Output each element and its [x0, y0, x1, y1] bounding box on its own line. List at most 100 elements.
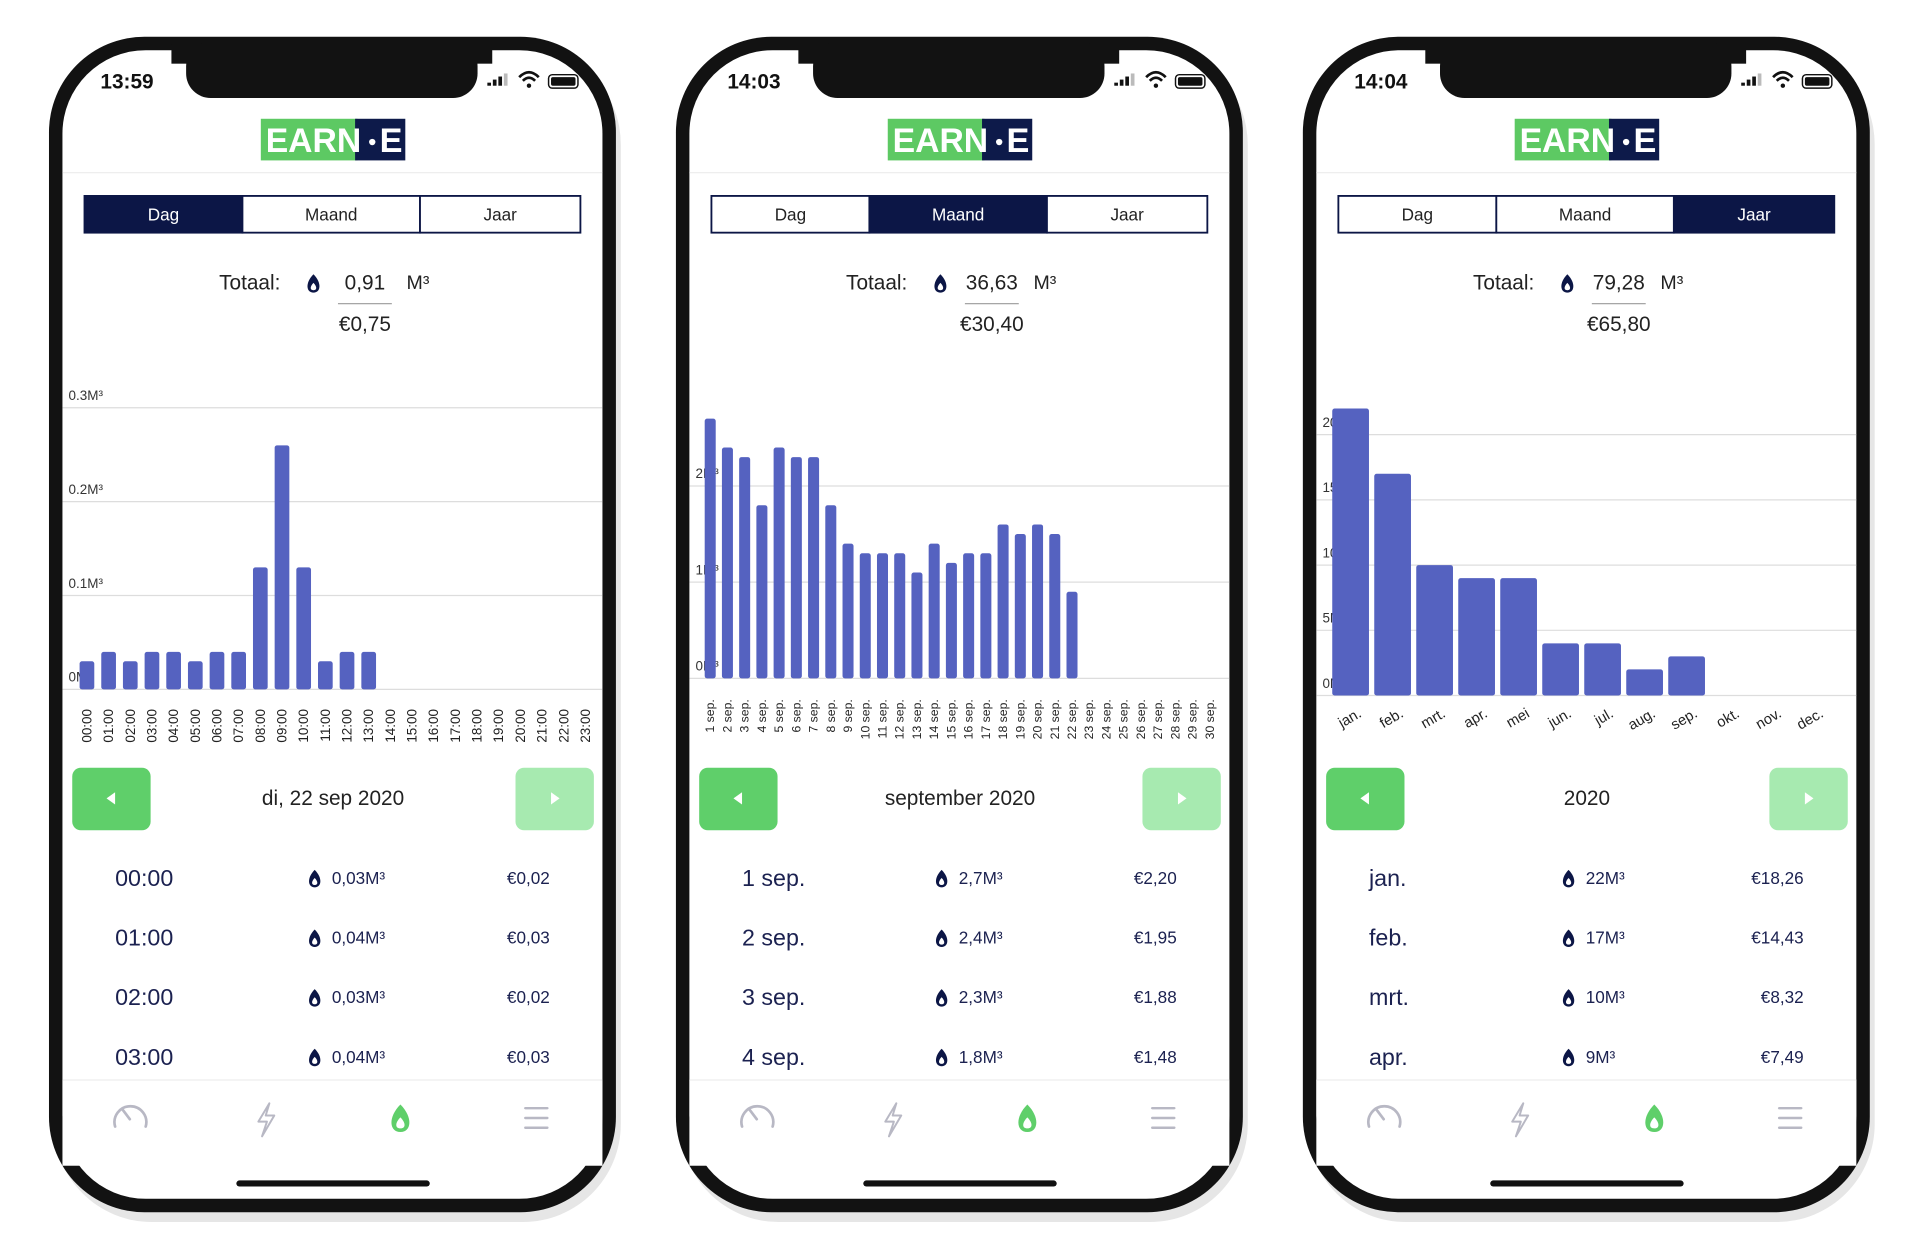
x-tick-label: 05:00 — [188, 709, 203, 743]
bar — [1500, 578, 1537, 696]
tab-label[interactable]: Jaar — [484, 204, 518, 224]
row-cost: €2,20 — [1134, 868, 1177, 888]
tab-label[interactable]: Maand — [932, 204, 984, 224]
tab[interactable] — [419, 195, 582, 234]
row-volume: 0,04M³ — [332, 1047, 386, 1067]
bar — [1014, 534, 1026, 679]
row-volume: 17M³ — [1586, 928, 1625, 948]
x-tick-label: 09:00 — [275, 709, 290, 743]
total-label: Totaal: — [219, 271, 280, 294]
row-drop-icon-inner — [1565, 1056, 1572, 1064]
electricity-icon[interactable] — [884, 1102, 903, 1138]
gauge-icon[interactable] — [740, 1104, 775, 1128]
bar — [997, 524, 1009, 679]
tab-label[interactable]: Jaar — [1110, 204, 1144, 224]
bar — [1584, 643, 1621, 696]
gauge-icon[interactable] — [1367, 1104, 1402, 1128]
x-tick-label: 21 sep. — [1048, 699, 1062, 739]
prev-arrow[interactable] — [1360, 792, 1369, 805]
row-volume: 2,4M³ — [959, 928, 1003, 948]
row-volume: 2,3M³ — [959, 987, 1003, 1007]
total-value: 0,91 — [345, 271, 385, 294]
total-label: Totaal: — [1473, 271, 1534, 294]
bar — [945, 562, 957, 679]
signal-bar — [1130, 73, 1135, 86]
bar — [144, 651, 160, 690]
total-cost: €65,80 — [1587, 313, 1651, 336]
x-tick-label: 06:00 — [209, 709, 224, 743]
row-volume: 0,03M³ — [332, 868, 386, 888]
electricity-icon[interactable] — [1511, 1102, 1530, 1138]
y-tick-label: 0.1M³ — [69, 576, 104, 591]
phone: 14:04 EARN E Dag Maand Jaar Totaal: 79,28 M³ €65,… — [1302, 36, 1875, 1223]
tab[interactable] — [1495, 195, 1675, 234]
signal-bar — [498, 76, 503, 86]
x-tick-label: 27 sep. — [1151, 699, 1165, 739]
tab[interactable] — [1046, 195, 1209, 234]
bar — [231, 651, 246, 690]
logo-green — [260, 118, 358, 161]
x-tick-label: 17:00 — [448, 709, 463, 743]
row-label: feb. — [1369, 925, 1408, 951]
row-label: 4 sep. — [742, 1044, 805, 1070]
electricity-icon[interactable] — [257, 1102, 276, 1138]
x-tick-label: 8 sep. — [824, 699, 838, 732]
x-tick-label: 19 sep. — [1013, 699, 1027, 739]
x-tick-label: 26 sep. — [1134, 699, 1148, 739]
wifi-dot — [1153, 83, 1159, 88]
gauge-icon[interactable] — [113, 1104, 148, 1128]
home-indicator — [1490, 1180, 1684, 1187]
prev-arrow[interactable] — [106, 792, 116, 805]
logo-text: EARN — [266, 122, 362, 160]
prev-arrow[interactable] — [733, 792, 743, 805]
x-tick-label: 22 sep. — [1065, 699, 1079, 739]
row-label: jan. — [1368, 865, 1406, 891]
tab-label[interactable]: Dag — [775, 204, 806, 224]
wifi-icon — [518, 70, 540, 82]
signal-bar — [1752, 76, 1756, 86]
period-label: 2020 — [1564, 787, 1610, 810]
next-arrow[interactable] — [1177, 792, 1187, 805]
x-tick-label: 18 sep. — [996, 699, 1010, 739]
tab[interactable] — [1672, 195, 1836, 234]
status-time: 14:04 — [1354, 71, 1408, 94]
row-drop-icon-inner — [1565, 878, 1572, 886]
x-tick-label: 1 sep. — [703, 699, 717, 732]
x-tick-label: 9 sep. — [841, 699, 855, 732]
row-label: 1 sep. — [742, 865, 805, 891]
x-tick-label: 5 sep. — [772, 699, 786, 732]
status-time: 13:59 — [100, 71, 153, 94]
tab-label[interactable]: Dag — [148, 204, 179, 224]
row-volume: 10M³ — [1586, 987, 1625, 1007]
logo-green — [1514, 118, 1612, 161]
logo-green — [887, 118, 985, 161]
tab-label[interactable]: Dag — [1402, 204, 1433, 224]
gas-icon-inner — [396, 1117, 405, 1129]
tab-label[interactable]: Maand — [305, 204, 357, 224]
logo-navy — [355, 118, 406, 161]
row-cost: €0,02 — [507, 868, 550, 888]
battery — [547, 73, 579, 89]
y-tick-label: 0.3M³ — [69, 388, 104, 403]
signal-bar — [1114, 82, 1118, 86]
tab[interactable] — [710, 195, 871, 234]
tab-label[interactable]: Maand — [1559, 204, 1611, 224]
gas-icon-inner — [1023, 1117, 1032, 1129]
row-drop-icon-inner — [312, 878, 318, 886]
x-tick-label: 17 sep. — [979, 699, 993, 739]
tab[interactable] — [868, 195, 1048, 234]
battery-level — [1177, 77, 1203, 86]
tab[interactable] — [83, 195, 244, 234]
row-label: 3 sep. — [742, 984, 805, 1010]
x-tick-label: 16 sep. — [962, 699, 976, 739]
total-unit: M³ — [407, 272, 430, 294]
bar — [101, 651, 116, 690]
next-arrow[interactable] — [1804, 792, 1814, 805]
logo-text: EARN — [893, 122, 989, 160]
bar — [1626, 669, 1663, 696]
bar — [808, 457, 820, 679]
row-cost: €7,49 — [1761, 1047, 1804, 1067]
tab-label[interactable]: Jaar — [1737, 204, 1771, 224]
x-tick-label: 10:00 — [296, 709, 311, 743]
next-arrow[interactable] — [551, 792, 560, 805]
